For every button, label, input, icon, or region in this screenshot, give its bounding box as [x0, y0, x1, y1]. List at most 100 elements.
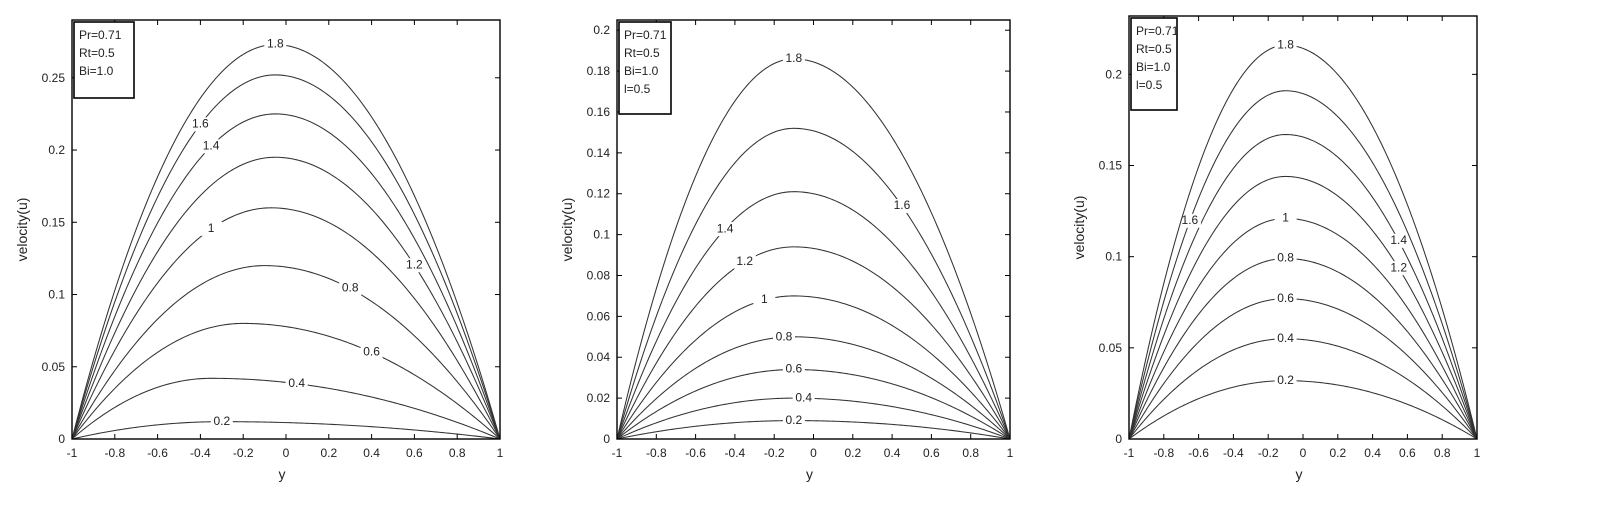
x-axis-label: y: [1296, 466, 1303, 482]
curve-label: 1.4: [717, 221, 734, 235]
x-tick-label: -0.6: [1188, 446, 1209, 460]
x-tick-label: -0.6: [685, 446, 706, 460]
legend-entry: Bi=1.0: [79, 64, 114, 78]
curve-label: 1.6: [1182, 213, 1199, 227]
y-tick-label: 0: [58, 432, 65, 446]
curve-label-mask: [714, 222, 737, 237]
curve-0-2: [71, 421, 501, 440]
y-tick-label: 0.15: [1099, 159, 1123, 173]
curve-label-mask: [782, 51, 805, 66]
curve-label-mask: [1274, 331, 1297, 346]
curve-label: 0.4: [795, 390, 812, 404]
legend-entry: Bi=1.0: [1136, 60, 1171, 74]
x-tick-label: 1: [1474, 446, 1481, 460]
x-tick-label: 0.4: [884, 446, 901, 460]
y-tick-label: 0.16: [587, 105, 611, 119]
legend-entry: Rt=0.5: [624, 46, 660, 60]
y-tick-label: 0.05: [42, 360, 66, 374]
x-tick-label: -0.4: [190, 446, 211, 460]
legend-entry: Rt=0.5: [79, 46, 115, 60]
x-axis-label: y: [279, 466, 286, 482]
curve-label: 1.4: [1390, 233, 1407, 247]
x-tick-label: 0.8: [962, 446, 979, 460]
y-tick-label: 0.14: [587, 146, 611, 160]
curve-1-6: [71, 74, 501, 440]
curve-1: [1128, 217, 1478, 440]
curve-label-mask: [1274, 211, 1297, 226]
curve-1-8: [616, 58, 1011, 440]
legend-frame: [618, 21, 672, 115]
curve-1-2: [1128, 175, 1478, 440]
chart-panel-2: 0.2 0.4 0.6 0.8 1 1.2 1.4 1.6 1.8 -1 -0.8 -0.6 -0.4 -…: [559, 19, 1014, 482]
curve-1-2: [616, 246, 1011, 440]
x-tick-label: 0.8: [1434, 446, 1451, 460]
y-tick-label: 0.2: [593, 23, 610, 37]
x-tick-label: -0.2: [764, 446, 785, 460]
x-tick-label: 0.8: [449, 446, 466, 460]
curve-label-mask: [782, 362, 805, 377]
y-axis-label: velocity(u): [14, 198, 30, 262]
curve-0-6: [616, 368, 1011, 440]
y-tick-label: 0.1: [48, 288, 65, 302]
x-tick-label: 0.6: [406, 446, 423, 460]
legend-entry: Pr=0.71: [79, 28, 122, 42]
x-tick-label: 0: [1300, 446, 1307, 460]
curve-label: 1: [1282, 211, 1289, 225]
x-tick-label: -0.8: [1153, 446, 1174, 460]
y-tick-label: 0.04: [587, 350, 611, 364]
curve-label-mask: [1274, 373, 1297, 388]
x-tick-label: 0.2: [844, 446, 861, 460]
x-tick-label: -0.2: [233, 446, 254, 460]
y-tick-label: 0.05: [1099, 341, 1123, 355]
y-tick-label: 0: [1115, 432, 1122, 446]
plot-frame: [616, 19, 1011, 440]
curve-label: 0.4: [1277, 331, 1294, 345]
x-tick-label: 0.6: [1399, 446, 1416, 460]
legend-box: Pr=0.71 Rt=0.5 Bi=1.0: [73, 21, 135, 99]
curve-label-mask: [200, 139, 223, 154]
legend-entry: Rt=0.5: [1136, 42, 1172, 56]
legend-entry: Pr=0.71: [1136, 24, 1179, 38]
legend-box: Pr=0.71 Rt=0.5 Bi=1.0 l=0.5: [1130, 17, 1179, 111]
curve-1-4: [616, 191, 1011, 440]
curve-label: 0.2: [1277, 373, 1294, 387]
curve-1: [71, 207, 501, 440]
curve-label-mask: [1274, 251, 1297, 266]
curve-label-mask: [403, 258, 426, 273]
curve-1-4: [71, 113, 501, 440]
x-tick-label: -1: [612, 446, 623, 460]
x-tick-label: -0.4: [1223, 446, 1244, 460]
y-tick-label: 0.2: [48, 143, 65, 157]
curve-label-mask: [890, 198, 913, 213]
curve-label: 0.6: [786, 362, 803, 376]
x-tick-label: 0.2: [1329, 446, 1346, 460]
x-tick-label: 0: [283, 446, 290, 460]
x-tick-label: 0.4: [1364, 446, 1381, 460]
curve-label-mask: [782, 413, 805, 428]
x-tick-label: 0: [810, 446, 817, 460]
x-tick-label: -0.6: [147, 446, 168, 460]
y-tick-label: 0.2: [1105, 67, 1122, 81]
curve-label-mask: [1274, 38, 1297, 53]
curve-label-mask: [1387, 233, 1410, 248]
curve-label: 1: [761, 292, 768, 306]
curve-1-2: [71, 156, 501, 440]
curve-0-8: [71, 265, 501, 440]
legend-entry: Pr=0.71: [624, 28, 667, 42]
curve-label: 1.6: [192, 116, 209, 130]
curve-0-8: [1128, 257, 1478, 440]
x-tick-label: 0.6: [923, 446, 940, 460]
curve-label: 1.8: [786, 51, 803, 65]
curve-label-mask: [733, 254, 756, 269]
curve-label-mask: [210, 414, 233, 429]
curve-label: 1.8: [267, 37, 284, 51]
curve-label-mask: [200, 221, 223, 236]
curve-label-mask: [792, 391, 815, 406]
curve-0-6: [1128, 298, 1478, 440]
curve-0-4: [1128, 338, 1478, 440]
curve-label-mask: [360, 345, 383, 360]
curve-label-mask: [285, 376, 308, 391]
curve-label: 1.2: [736, 254, 753, 268]
curve-1-8: [1128, 44, 1478, 440]
curve-1-4: [1128, 133, 1478, 440]
